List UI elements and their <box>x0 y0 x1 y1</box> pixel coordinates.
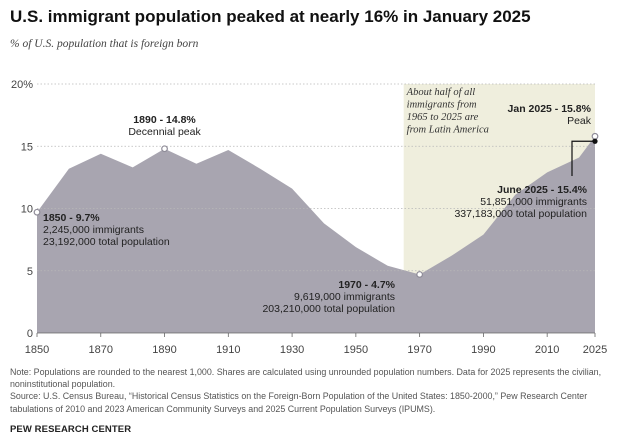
x-tick-label: 1930 <box>280 344 304 356</box>
y-tick-label: 10 <box>21 204 33 216</box>
point-1850 <box>33 208 41 216</box>
y-tick-label: 5 <box>27 266 33 278</box>
annotation-june-2025-detail: 51,851,000 immigrants <box>480 196 587 208</box>
annotation-jan-2025-detail: Peak <box>567 115 592 127</box>
annotation-1890-label: 1890 - 14.8% <box>133 114 196 126</box>
x-tick-label: 1990 <box>471 344 495 356</box>
source-text: Source: U.S. Census Bureau, “Historical … <box>10 391 588 414</box>
annotation-1970-detail: 9,619,000 immigrants <box>294 291 395 303</box>
annotation-june-2025-detail: 337,183,000 total population <box>454 208 587 220</box>
series-area <box>37 136 595 333</box>
x-tick-label: 1850 <box>25 344 49 356</box>
x-tick-label: 2025 <box>583 344 607 356</box>
y-tick-label: 15 <box>21 141 33 153</box>
annotation-1970-detail: 203,210,000 total population <box>262 303 395 315</box>
y-tick-label: 20% <box>11 79 33 91</box>
point-june-2025 <box>592 138 598 144</box>
point-jan-2025 <box>591 132 599 140</box>
annotation-1850-label: 1850 - 9.7% <box>43 212 100 224</box>
annotation-1850-detail: 2,245,000 immigrants <box>43 224 144 236</box>
notes: Note: Populations are rounded to the nea… <box>10 366 610 415</box>
x-tick-label: 1910 <box>216 344 240 356</box>
leader-line <box>571 140 593 176</box>
x-tick-label: 1970 <box>407 344 431 356</box>
chart-subtitle: % of U.S. population that is foreign bor… <box>10 38 199 50</box>
x-tick-label: 1890 <box>152 344 176 356</box>
x-tick-label: 1870 <box>89 344 113 356</box>
note-text: Note: Populations are rounded to the nea… <box>10 367 602 390</box>
chart-title: U.S. immigrant population peaked at near… <box>10 7 531 26</box>
annotation-1850-detail: 23,192,000 total population <box>43 236 170 248</box>
point-1890 <box>161 145 168 153</box>
annotation-1970-label: 1970 - 4.7% <box>338 279 395 291</box>
annotation-1890-detail: Decennial peak <box>128 126 201 138</box>
band-annotation: About half of all immigrants from 1965 to … <box>406 87 489 136</box>
y-tick-label: 0 <box>27 328 33 340</box>
brand-logo-text: PEW RESEARCH CENTER <box>10 424 132 435</box>
point-1970 <box>416 271 424 278</box>
x-tick-label: 2010 <box>535 344 559 356</box>
x-tick-label: 1950 <box>344 344 368 356</box>
annotation-jan-2025-label: Jan 2025 - 15.8% <box>508 103 592 115</box>
annotation-june-2025-label: June 2025 - 15.4% <box>497 184 588 196</box>
area-chart: 0 5 10 15 20% 1850 1870 1890 1910 1930 1950 1970 199… <box>11 79 607 356</box>
